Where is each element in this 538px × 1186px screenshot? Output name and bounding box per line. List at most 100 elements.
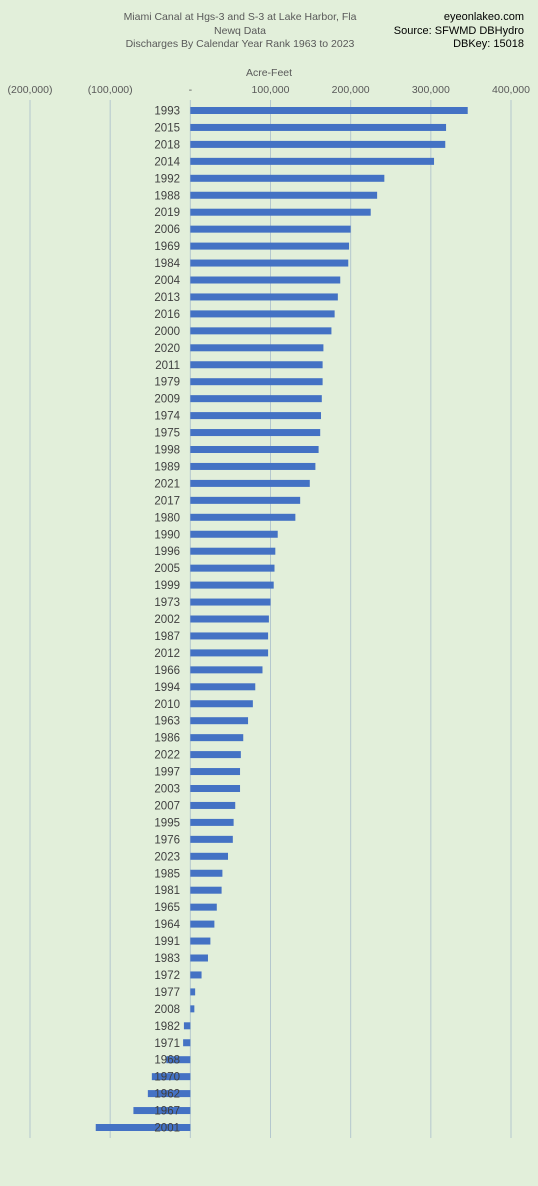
- x-tick-label: 200,000: [332, 84, 370, 96]
- category-label: 1970: [154, 1072, 180, 1084]
- bar-2004: [190, 276, 341, 284]
- bar-2015: [190, 123, 447, 131]
- bar-1975: [190, 429, 321, 437]
- category-label: 1977: [154, 987, 180, 999]
- bar-2003: [190, 785, 241, 792]
- bar-1965: [190, 903, 217, 911]
- x-tick-label: -: [189, 84, 193, 96]
- bar-2020: [190, 344, 324, 352]
- bar-2014: [190, 157, 435, 165]
- bar-2012: [190, 649, 269, 657]
- category-label: 1981: [154, 885, 180, 897]
- bar-2008: [190, 1005, 195, 1013]
- bar-1962: [147, 1090, 191, 1098]
- x-tick-label: (100,000): [88, 84, 133, 96]
- category-label: 2020: [154, 343, 180, 355]
- category-labels: 1993 2015 2018 2014 1992 1988 2019 2006 1969 1984…: [154, 106, 180, 1135]
- bar-1985: [190, 869, 223, 877]
- x-axis-title: Acre-Feet: [245, 67, 293, 79]
- category-label: 1990: [154, 529, 180, 541]
- category-label: 2017: [154, 495, 180, 507]
- category-label: 2002: [154, 614, 180, 626]
- category-label: 1980: [154, 512, 180, 524]
- x-tick-label: 100,000: [252, 84, 290, 96]
- bar-2002: [190, 615, 269, 623]
- category-label: 1984: [154, 258, 180, 270]
- bar-2001: [95, 1124, 191, 1131]
- chart-title-line-1: Miami Canal at Hgs-3 and S-3 at Lake Har…: [123, 11, 357, 23]
- category-label: 1982: [154, 1021, 180, 1033]
- bar-2009: [190, 395, 322, 403]
- category-label: 2005: [154, 563, 180, 575]
- bar-2013: [190, 293, 338, 301]
- chart-title-line-3: Discharges By Calendar Year Rank 1963 to…: [125, 38, 355, 50]
- bar-1983: [190, 954, 208, 962]
- bar-1963: [190, 717, 249, 725]
- bar-1982: [183, 1022, 191, 1030]
- bar-1995: [190, 818, 234, 826]
- category-label: 1974: [154, 411, 180, 423]
- bar-1980: [190, 513, 296, 521]
- bar-2023: [190, 852, 229, 860]
- bar-2018: [190, 140, 446, 148]
- bar-1992: [190, 174, 385, 182]
- category-label: 2014: [154, 156, 180, 168]
- chart-title: Miami Canal at Hgs-3 and S-3 at Lake Har…: [90, 11, 390, 52]
- category-label: 1963: [154, 716, 180, 728]
- category-label: 2016: [154, 309, 180, 321]
- category-label: 2007: [154, 800, 180, 812]
- source-site: eyeonlakeo.com: [443, 11, 524, 23]
- category-label: 2009: [154, 394, 180, 406]
- category-label: 2023: [154, 851, 180, 863]
- bar-1993: [190, 107, 468, 114]
- bar-1991: [190, 937, 211, 945]
- category-label: 1975: [154, 428, 180, 440]
- category-label: 2022: [154, 750, 180, 762]
- bar-1968: [166, 1056, 191, 1064]
- bar-1970: [151, 1073, 191, 1081]
- category-label: 2000: [154, 326, 180, 338]
- x-tick-label: 400,000: [492, 84, 530, 96]
- category-label: 1997: [154, 767, 180, 779]
- category-label: 1969: [154, 241, 180, 253]
- category-label: 1994: [154, 682, 180, 694]
- category-label: 1983: [154, 953, 180, 965]
- bar-1990: [190, 530, 278, 538]
- bar-2010: [190, 700, 253, 708]
- category-label: 2004: [154, 275, 180, 287]
- category-label: 1968: [154, 1055, 180, 1067]
- bar-1981: [190, 886, 222, 894]
- category-label: 2008: [154, 1004, 180, 1016]
- category-label: 2019: [154, 207, 180, 219]
- category-label: 1987: [154, 631, 180, 643]
- category-label: 1996: [154, 546, 180, 558]
- category-label: 1998: [154, 445, 180, 457]
- chart-title-line-2: Newq Data: [214, 24, 266, 37]
- bar-2011: [190, 361, 323, 369]
- category-label: 2013: [154, 292, 180, 304]
- category-label: 1991: [154, 936, 180, 948]
- bar-2019: [190, 208, 371, 216]
- category-label: 1972: [154, 970, 180, 982]
- bar-1972: [190, 971, 202, 979]
- bar-1976: [190, 835, 233, 843]
- bar-1966: [190, 666, 263, 674]
- category-label: 2001: [154, 1123, 180, 1135]
- bar-1973: [190, 598, 271, 606]
- bar-1971: [183, 1039, 191, 1047]
- bar-1967: [133, 1107, 191, 1115]
- category-label: 1965: [154, 902, 180, 914]
- bar-2007: [190, 801, 236, 809]
- category-label: 2011: [155, 360, 180, 372]
- category-label: 1967: [154, 1106, 180, 1118]
- category-label: 1995: [154, 817, 180, 829]
- bar-1969: [190, 242, 350, 250]
- bar-1984: [190, 259, 349, 267]
- bars: [95, 107, 468, 1131]
- category-label: 1971: [154, 1038, 180, 1050]
- bar-1996: [190, 547, 276, 555]
- bar-2021: [190, 479, 310, 487]
- bar-1964: [190, 920, 215, 928]
- bar-2006: [190, 225, 351, 233]
- category-label: 1966: [154, 665, 180, 677]
